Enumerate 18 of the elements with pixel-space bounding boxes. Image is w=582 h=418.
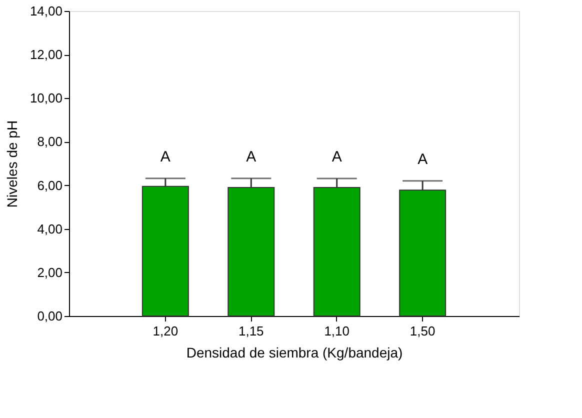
y-tick-label: 8,00 xyxy=(37,134,62,150)
annotation: A xyxy=(246,148,256,166)
y-tick-label: 0,00 xyxy=(37,308,62,324)
x-tick-label: 1,20 xyxy=(152,324,178,338)
annotation: A xyxy=(160,148,170,166)
x-tick-label: 1,10 xyxy=(324,324,350,338)
y-tick-label: 14,00 xyxy=(30,4,62,18)
y-tick-label: 6,00 xyxy=(37,178,62,193)
y-tick-label: 4,00 xyxy=(37,221,62,236)
x-axis-title: Densidad de siembra (Kg/bandeja) xyxy=(186,344,403,360)
y-tick-label: 12,00 xyxy=(30,47,62,62)
annotation: A xyxy=(332,148,342,166)
y-axis-title: Niveles de pH xyxy=(4,120,20,208)
x-tick-label: 1,15 xyxy=(238,324,264,338)
annotation: A xyxy=(418,150,428,168)
x-tick-label: 1,50 xyxy=(410,324,436,338)
y-tick-label: 2,00 xyxy=(37,264,62,280)
y-tick-label: 10,00 xyxy=(30,90,62,106)
